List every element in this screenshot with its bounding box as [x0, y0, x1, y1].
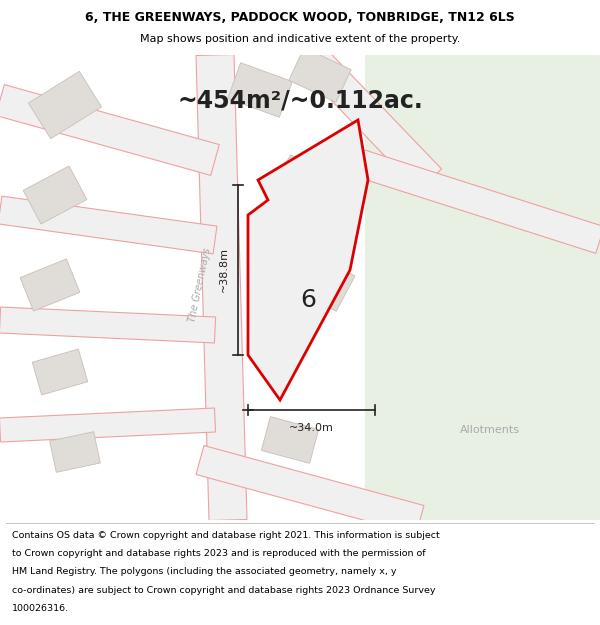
Polygon shape [365, 55, 600, 520]
Text: co-ordinates) are subject to Crown copyright and database rights 2023 Ordnance S: co-ordinates) are subject to Crown copyr… [12, 586, 436, 594]
Polygon shape [272, 155, 338, 215]
Polygon shape [227, 62, 292, 118]
Polygon shape [0, 196, 217, 254]
Polygon shape [248, 120, 368, 400]
Text: 100026316.: 100026316. [12, 604, 69, 613]
Text: Allotments: Allotments [460, 425, 520, 435]
Text: The Greenways: The Greenways [187, 247, 213, 323]
Text: to Crown copyright and database rights 2023 and is reproduced with the permissio: to Crown copyright and database rights 2… [12, 549, 425, 558]
Polygon shape [0, 408, 215, 442]
Polygon shape [50, 432, 100, 472]
Polygon shape [28, 71, 101, 139]
Text: Map shows position and indicative extent of the property.: Map shows position and indicative extent… [140, 34, 460, 44]
Text: ~454m²/~0.112ac.: ~454m²/~0.112ac. [177, 88, 423, 112]
Polygon shape [298, 44, 442, 191]
Polygon shape [285, 249, 355, 311]
Polygon shape [32, 349, 88, 395]
Text: ~34.0m: ~34.0m [289, 423, 334, 433]
Polygon shape [23, 166, 87, 224]
Polygon shape [196, 446, 424, 534]
Polygon shape [20, 259, 80, 311]
Polygon shape [289, 48, 351, 102]
Text: 6: 6 [300, 288, 316, 312]
Text: ~38.8m: ~38.8m [219, 248, 229, 292]
Polygon shape [196, 54, 247, 521]
Polygon shape [262, 417, 319, 463]
Text: HM Land Registry. The polygons (including the associated geometry, namely x, y: HM Land Registry. The polygons (includin… [12, 568, 397, 576]
Polygon shape [0, 307, 215, 343]
Text: Contains OS data © Crown copyright and database right 2021. This information is : Contains OS data © Crown copyright and d… [12, 531, 440, 539]
Polygon shape [346, 147, 600, 253]
Text: 6, THE GREENWAYS, PADDOCK WOOD, TONBRIDGE, TN12 6LS: 6, THE GREENWAYS, PADDOCK WOOD, TONBRIDG… [85, 11, 515, 24]
Polygon shape [0, 84, 220, 176]
